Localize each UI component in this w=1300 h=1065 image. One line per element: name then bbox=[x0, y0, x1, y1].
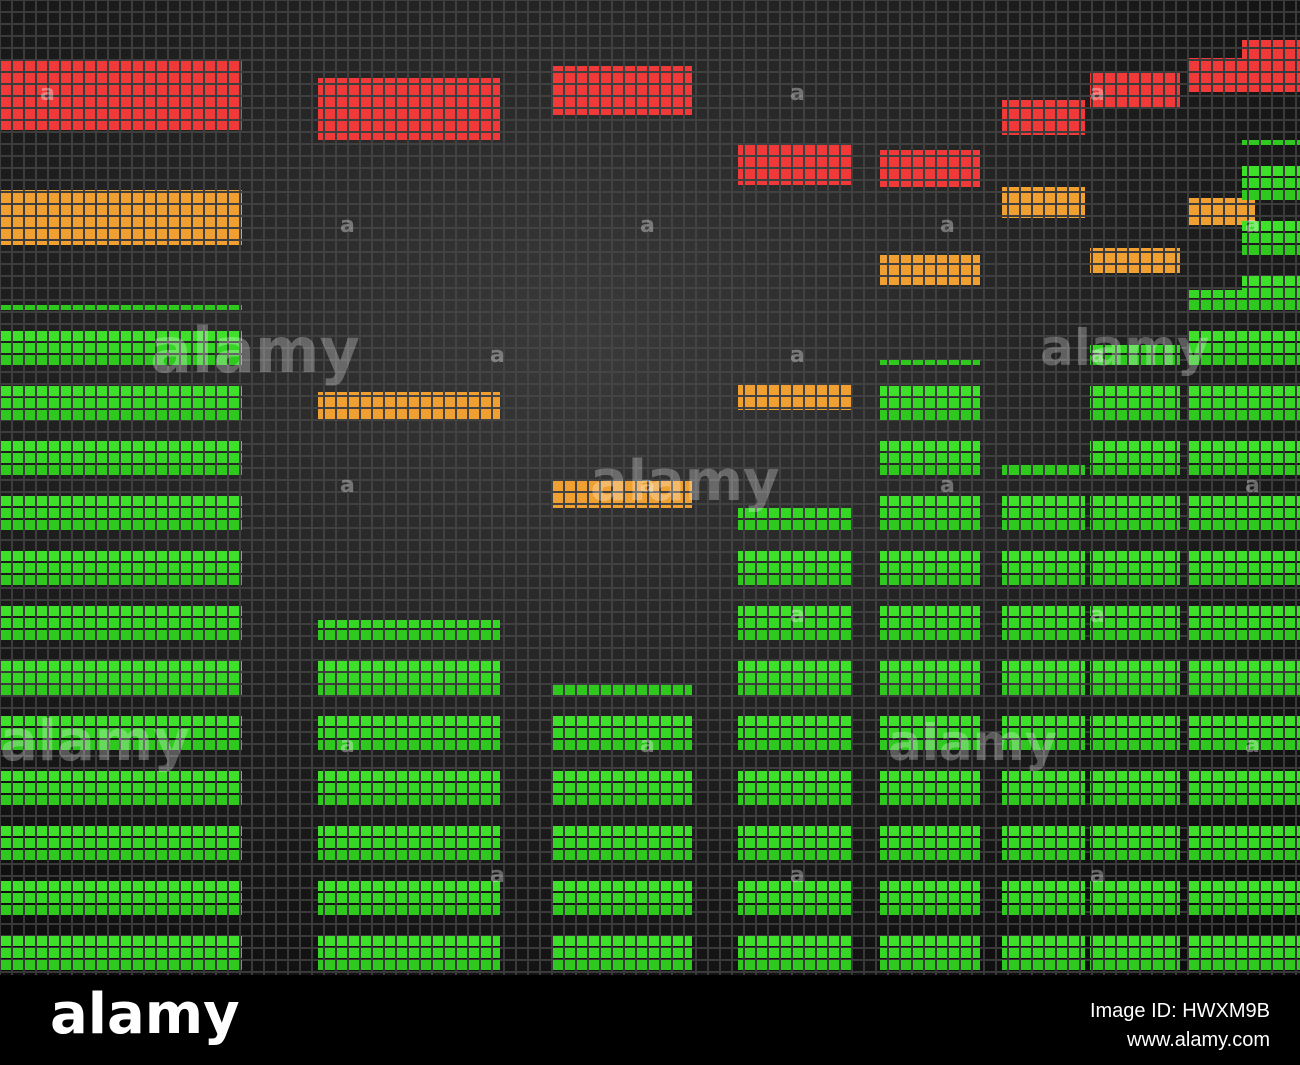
watermark-mark: a bbox=[1090, 343, 1105, 368]
green-level bbox=[0, 305, 242, 975]
red-peak bbox=[318, 78, 500, 140]
watermark-mark: a bbox=[640, 733, 655, 758]
green-level bbox=[1242, 140, 1300, 975]
green-level bbox=[552, 685, 692, 975]
watermark-mark: a bbox=[490, 863, 505, 888]
red-peak bbox=[738, 145, 852, 185]
watermark: alamy bbox=[590, 449, 780, 514]
green-level bbox=[880, 360, 980, 975]
watermark-mark: a bbox=[40, 81, 55, 106]
orange-peak bbox=[0, 190, 242, 245]
watermark-mark: a bbox=[1245, 473, 1260, 498]
green-level bbox=[318, 620, 500, 975]
footer-brand: alamy bbox=[50, 982, 240, 1047]
orange-peak bbox=[1090, 248, 1180, 273]
watermark-mark: a bbox=[1090, 603, 1105, 628]
red-peak bbox=[880, 150, 980, 187]
watermark-mark: a bbox=[790, 343, 805, 368]
orange-peak bbox=[738, 385, 852, 410]
watermark-mark: a bbox=[1090, 81, 1105, 106]
watermark-mark: a bbox=[340, 733, 355, 758]
orange-peak bbox=[318, 392, 500, 420]
watermark-mark: a bbox=[490, 343, 505, 368]
watermark-mark: a bbox=[640, 473, 655, 498]
orange-peak bbox=[1002, 187, 1085, 218]
watermark-mark: a bbox=[340, 213, 355, 238]
orange-peak bbox=[552, 480, 692, 508]
watermark: alamy bbox=[150, 314, 360, 387]
watermark-mark: a bbox=[790, 81, 805, 106]
red-peak bbox=[1002, 100, 1085, 135]
watermark: alamy bbox=[0, 709, 190, 774]
footer-image-id: Image ID: HWXM9B bbox=[1090, 1000, 1270, 1022]
red-peak bbox=[1090, 72, 1180, 108]
equalizer-bars bbox=[0, 40, 1300, 975]
watermark-mark: a bbox=[790, 863, 805, 888]
watermark-mark: a bbox=[790, 603, 805, 628]
watermark-mark: a bbox=[940, 213, 955, 238]
watermark: alamy bbox=[888, 714, 1057, 772]
red-peak bbox=[552, 66, 692, 115]
watermark-mark: a bbox=[940, 473, 955, 498]
watermark-mark: a bbox=[1090, 863, 1105, 888]
red-peak bbox=[1242, 40, 1300, 92]
orange-peak bbox=[880, 255, 980, 285]
watermark: alamy bbox=[1040, 319, 1209, 377]
green-level bbox=[1090, 345, 1180, 975]
green-level bbox=[1002, 465, 1085, 975]
footer-bar bbox=[0, 975, 1300, 1065]
watermark-mark: a bbox=[1245, 733, 1260, 758]
watermark-mark: a bbox=[340, 473, 355, 498]
watermark-mark: a bbox=[1245, 213, 1260, 238]
footer-url: www.alamy.com bbox=[1126, 1029, 1270, 1051]
watermark-mark: a bbox=[640, 213, 655, 238]
red-peak bbox=[0, 60, 242, 130]
green-level bbox=[738, 508, 852, 975]
